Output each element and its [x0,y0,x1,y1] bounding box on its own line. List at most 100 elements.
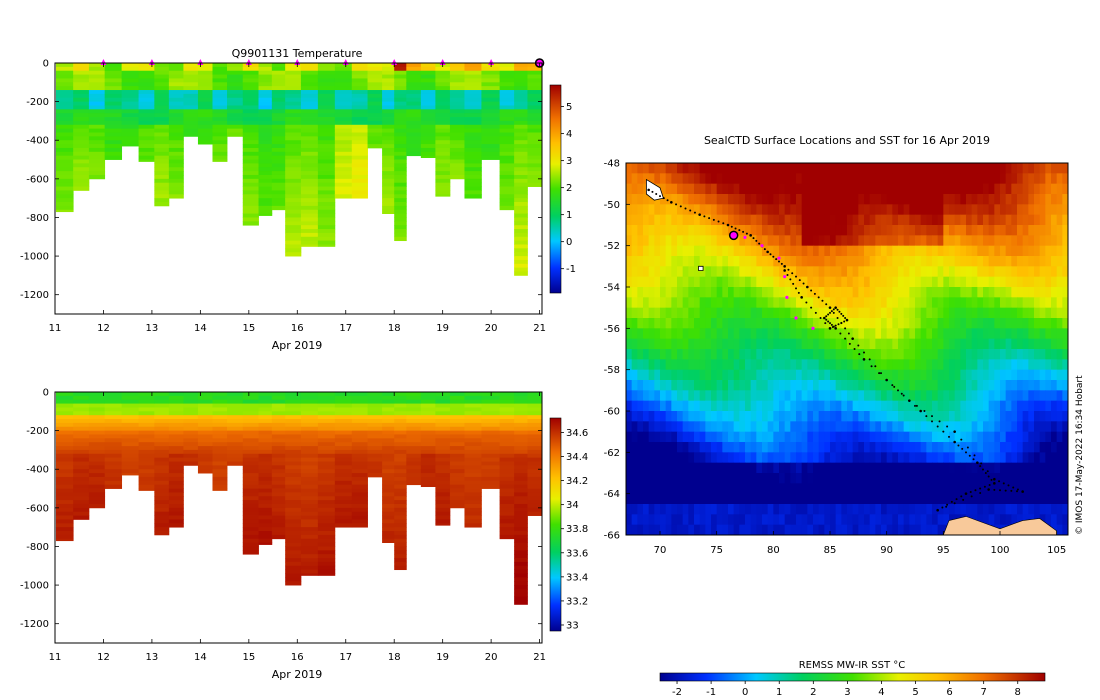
salinity-cell [258,395,273,401]
sst-cell [762,183,769,195]
sst-cell [1056,266,1063,278]
sst-cell [711,493,718,505]
sst-cell [677,462,684,474]
temperature-cell [154,97,170,103]
sst-cell [1039,204,1046,216]
salinity-cell [351,430,368,435]
temperature-cell [481,90,500,95]
sst-cell [790,173,797,185]
temperature-cell [317,229,336,234]
temperature-cell [382,163,395,168]
salinity-cell [197,422,213,428]
sst-cell [886,338,893,350]
sst-cell [1062,214,1068,226]
temperature-cell [367,63,383,68]
temperature-cell [394,202,407,207]
temperature-cell [154,163,170,168]
sst-cell [733,276,740,288]
temperature-cell [104,117,123,122]
salinity-cell [104,461,123,466]
sst-cell [949,225,956,236]
salinity-profile [168,392,184,528]
temperature-cell [138,109,155,114]
temperature-cell [514,144,528,149]
sst-cell [852,349,859,360]
salinity-cell [271,419,286,424]
sst-cell [830,483,837,495]
temperature-cell [285,147,302,153]
sst-cell [1000,245,1007,257]
sst-cell [648,204,655,216]
temperature-cell [154,140,170,145]
temperature-cell [394,151,407,157]
temperature-cell [334,186,353,191]
sst-cell [705,442,712,453]
sst-cell [1039,338,1046,350]
salinity-cell [420,473,436,478]
temperature-cell [258,182,273,187]
salinity-cell [300,469,319,474]
sst-cell [847,411,854,422]
sst-cell [1039,483,1046,495]
sst-cell [1005,256,1012,267]
sst-cell [915,473,922,484]
salinity-cell [73,395,90,401]
salinity-cell [435,403,451,408]
sst-cell [977,442,984,453]
sst-cell [983,173,990,185]
temperature-cell [300,236,319,242]
temperature-cell [334,120,353,126]
temperature-cell [258,171,273,176]
salinity-cell [183,438,199,443]
sst-cell [898,214,905,226]
temperature-cell [121,93,139,99]
sst-cell [960,183,967,195]
sst-cell [966,204,973,216]
temperature-cell [420,93,436,99]
sst-cell [699,349,706,360]
sst-cell [835,297,842,309]
sst-cell [960,483,967,495]
salinity-cell [300,449,319,455]
temperature-cell [258,82,273,87]
sst-cell [875,307,882,319]
sst-cell [1056,318,1063,329]
temperature-cell [464,163,482,168]
sst-cell [1045,493,1052,505]
sst-cell [977,194,984,205]
sst-cell [869,421,876,433]
sst-cell [949,421,956,433]
salinity-profile [481,392,500,489]
sst-cell [903,256,910,267]
temperature-cell [406,132,422,137]
sst-cell [722,400,729,412]
salinity-cell [154,488,170,493]
sst-cell [716,431,723,443]
temperature-cell [514,171,528,176]
sst-cell [750,493,757,505]
sst-cell [966,483,973,495]
sst-cell [643,194,650,205]
sst-cell [677,225,684,236]
sst-cell [705,349,712,360]
salinity-cell [271,399,286,404]
temperature-cell [464,63,482,68]
sst-cell [733,266,740,278]
temperature-cell [394,97,407,103]
salinity-cell [138,392,155,397]
salinity-cell [514,392,528,397]
x-tick-label: 18 [388,323,401,334]
sst-cell [665,390,672,402]
sst-cell [677,204,684,216]
salinity-cell [212,457,228,462]
sst-cell [626,338,633,350]
sst-cell [643,266,650,278]
sst-cell [711,411,718,422]
temperature-cell [317,132,336,137]
sst-cell [977,225,984,236]
sst-cell [898,276,905,288]
sst-cell [682,359,689,371]
sst-cell [807,276,814,288]
sst-cell [886,173,893,185]
temperature-cell [464,101,482,106]
